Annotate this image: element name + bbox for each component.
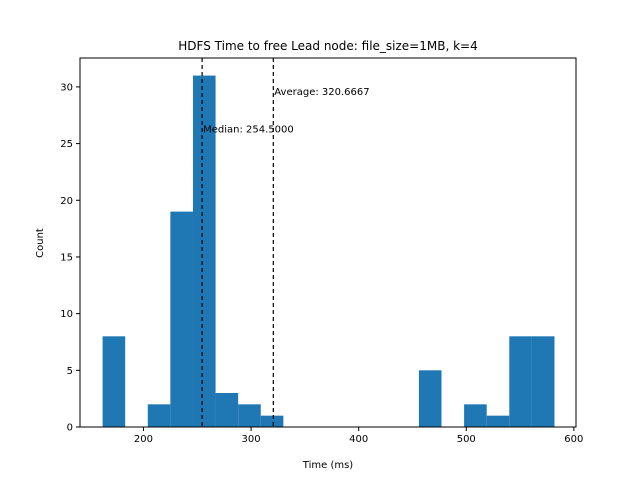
y-tick-label: 20 [60, 196, 73, 207]
chart-title: HDFS Time to free Lead node: file_size=1… [178, 39, 477, 53]
x-tick-label: 600 [564, 434, 583, 445]
histogram-bar [418, 370, 442, 427]
y-tick-label: 25 [60, 139, 73, 150]
x-ticks-group: 200 300 400 500 600 [134, 427, 583, 445]
histogram-bar [531, 336, 555, 427]
histogram-bar [170, 211, 193, 427]
histogram-bar [260, 415, 284, 427]
x-tick-label: 500 [457, 434, 476, 445]
y-tick-label: 5 [67, 366, 73, 377]
histogram-bar [192, 75, 216, 428]
bars-group [102, 75, 555, 428]
histogram-bar [509, 336, 532, 427]
y-tick-label: 10 [60, 309, 73, 320]
histogram-bar [215, 392, 239, 427]
y-tick-label: 0 [67, 423, 73, 434]
histogram-bar [147, 404, 171, 427]
x-tick-label: 300 [242, 434, 261, 445]
y-tick-label: 15 [60, 252, 73, 263]
y-ticks-group: 0 5 10 15 20 25 30 [60, 82, 80, 434]
reference-lines-group: Median: 254.5000 Average: 320.6667 [201, 58, 370, 427]
x-tick-label: 200 [134, 434, 153, 445]
y-tick-label: 30 [60, 82, 73, 93]
axes-frame [79, 57, 577, 428]
histogram-bar [238, 404, 261, 427]
average-label: Average: 320.6667 [274, 87, 369, 98]
histogram-bar [464, 404, 487, 427]
median-label: Median: 254.5000 [203, 124, 294, 135]
histogram-bar [102, 336, 126, 427]
histogram-bar [486, 415, 510, 427]
x-tick-label: 400 [349, 434, 368, 445]
x-axis-label: Time (ms) [302, 460, 354, 471]
y-axis-label: Count [35, 228, 46, 258]
